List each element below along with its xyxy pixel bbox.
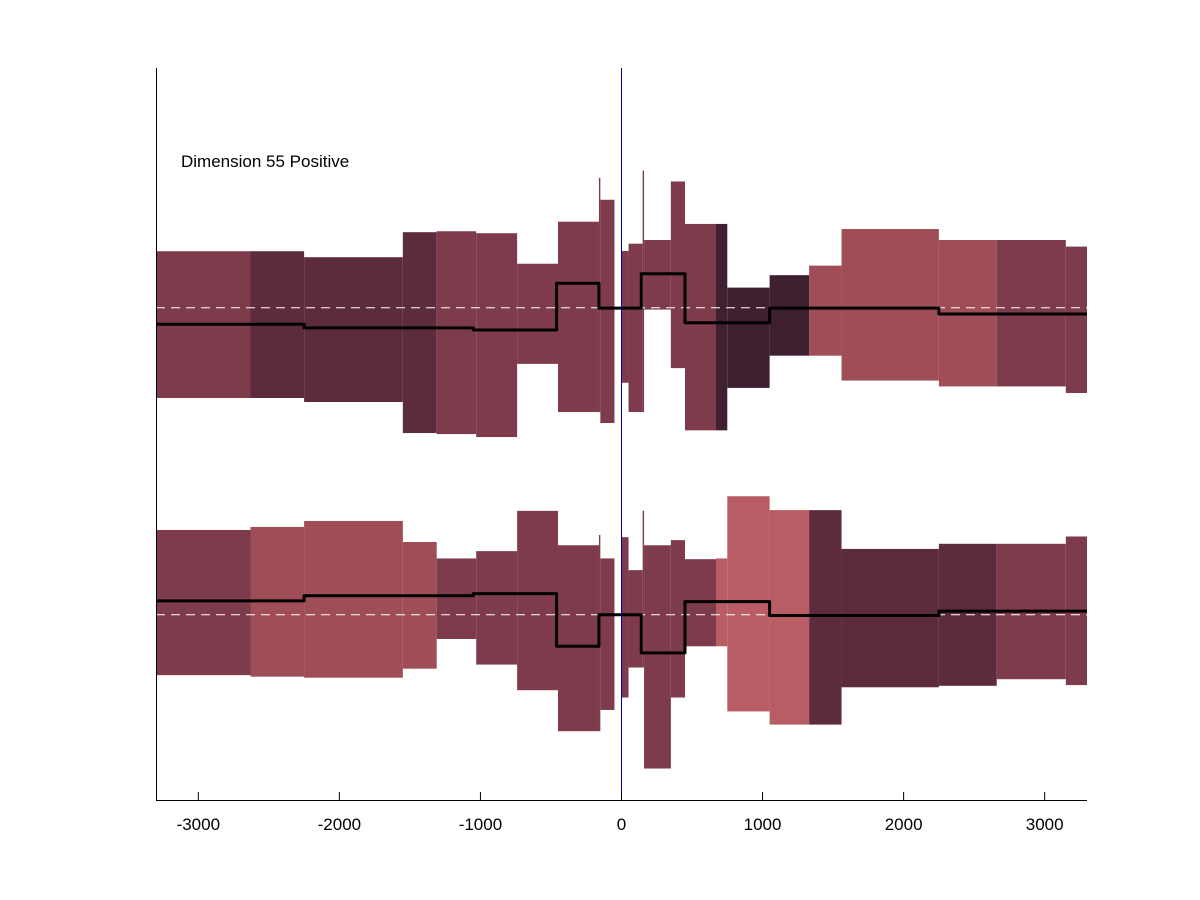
upper-band-segment-10 [621,251,629,383]
upper-signal-line [156,272,1087,332]
x-tick-label-2: -1000 [459,815,502,834]
lower-band-segment-10 [621,537,629,698]
upper-band-segment-6 [517,263,559,364]
upper-band-segment-5 [476,233,518,438]
upper-band-segment-3 [402,232,437,434]
lower-band-segment-17 [727,496,770,712]
lower-band-segment-11 [628,570,643,668]
upper-band-segment-18 [769,275,810,356]
x-tick-label-5: 2000 [885,815,923,834]
lower-band-segment-13 [644,545,671,769]
upper-band-segment-7 [558,221,599,413]
lower-band-segment-20 [841,548,939,688]
upper-band-segment-4 [436,231,477,435]
lower-band-segment-12 [642,510,645,668]
x-tick-label-1: -2000 [318,815,361,834]
x-ticks: -3000 -2000 -1000 0 1000 2000 3000 [177,792,1064,834]
upper-band-segment-23 [1065,246,1087,394]
lower-band-segment-18 [769,510,810,725]
lower-band-segment-3 [402,541,437,669]
upper-band-segment-15 [684,223,717,431]
upper-band-segment-12 [642,170,645,413]
upper-band-segment-20 [841,229,939,381]
lower-band-segment-0 [156,529,251,676]
upper-band-segment-11 [628,243,643,413]
upper-band-segment-2 [304,257,403,403]
lower-band-segment-6 [517,510,559,691]
lower-band-segment-4 [436,558,477,639]
x-tick-label-0: -3000 [177,815,220,834]
upper-band-segment-9 [600,199,615,424]
x-tick-label-3: 0 [617,815,626,834]
lower-band-segment-19 [809,510,842,725]
signal-layer [156,272,1087,655]
x-tick-label-4: 1000 [744,815,782,834]
upper-band-segment-16 [716,223,728,431]
lower-signal-line [156,592,1087,655]
panel-annotation: Dimension 55 Positive [181,152,349,171]
lower-band-segment-14 [670,540,685,698]
upper-band-segment-19 [809,265,842,356]
lower-band-segment-9 [600,558,615,710]
bands-layer [156,170,1087,769]
axes-layer [156,68,1087,801]
upper-band-segment-17 [727,287,770,388]
x-tick-label-6: 3000 [1026,815,1064,834]
lower-band-segment-7 [558,545,599,732]
lower-band-segment-2 [304,520,403,678]
lower-band-segment-5 [476,551,518,665]
